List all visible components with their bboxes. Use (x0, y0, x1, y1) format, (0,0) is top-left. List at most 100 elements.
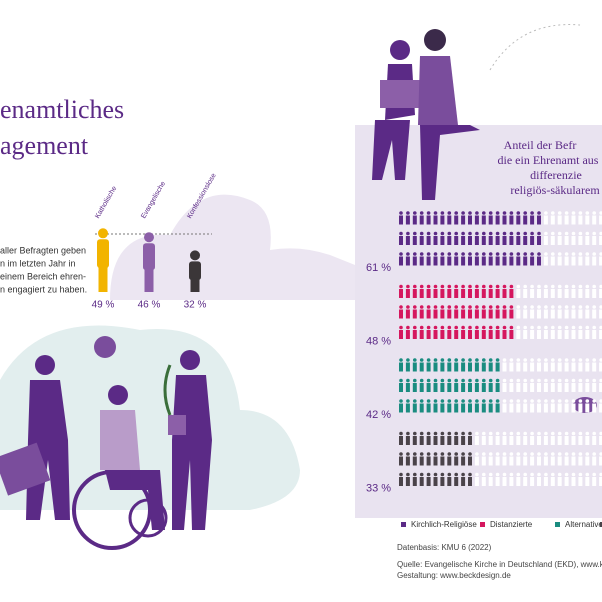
icon-body (502, 236, 507, 245)
icon-body (550, 456, 555, 466)
icon-head (551, 252, 555, 256)
icon-body (516, 289, 521, 298)
icon-body (433, 309, 438, 319)
icon-head (509, 325, 514, 330)
icon-body (578, 383, 583, 392)
icon-body (571, 289, 576, 298)
icon-body (571, 309, 576, 319)
icon-body (564, 236, 569, 245)
icon-head (544, 231, 548, 236)
icon-head (592, 231, 596, 236)
icon-head (564, 472, 569, 477)
icon-body (557, 256, 562, 266)
icon-body (495, 456, 500, 466)
icon-head (551, 358, 555, 362)
icon-body (578, 289, 583, 298)
icon-head (495, 452, 500, 456)
icon-head (482, 431, 486, 436)
icon-head (592, 325, 596, 330)
icon-head (454, 252, 459, 256)
icon-head (461, 252, 465, 256)
icon-body (537, 403, 541, 413)
icon-head (426, 472, 431, 477)
icon-head (482, 211, 486, 215)
icon-body (419, 289, 424, 298)
icon-body (419, 436, 424, 445)
icon-body (509, 289, 514, 298)
icon-head (406, 399, 410, 403)
icon-head (399, 284, 403, 289)
icon-body (516, 456, 521, 466)
icon-body (440, 456, 445, 466)
icon-head (571, 452, 576, 456)
icon-head (447, 231, 452, 236)
icon-body (433, 330, 438, 339)
pictogram-group (399, 431, 602, 486)
icon-body (599, 256, 602, 266)
icon-head (592, 284, 596, 289)
icon-body (530, 256, 535, 266)
icon-head (495, 211, 500, 215)
icon-head (454, 231, 459, 236)
icon-body (481, 236, 486, 245)
icon-body (474, 215, 479, 225)
icon-head (571, 431, 576, 436)
icon-body (523, 330, 528, 339)
icon-body (585, 289, 590, 298)
category-label: Evangelische (140, 180, 167, 220)
icon-head (509, 284, 514, 289)
icon-body (585, 256, 590, 266)
icon-body (502, 436, 507, 445)
icon-head (564, 325, 569, 330)
icon-head (419, 378, 424, 383)
icon-body (405, 403, 410, 413)
icon-head (454, 305, 459, 309)
icon-head (419, 305, 424, 309)
intro-text: n engagiert zu haben. (0, 284, 87, 294)
icon-body (454, 477, 459, 486)
icon-head (585, 284, 590, 289)
icon-head (530, 431, 534, 436)
icon-body (502, 289, 507, 298)
icon-head (502, 325, 507, 330)
icon-head (578, 472, 583, 477)
icon-body (516, 330, 521, 339)
icon-head (426, 211, 431, 215)
icon-body (495, 403, 500, 413)
icon-body (488, 215, 493, 225)
icon-head (399, 358, 403, 362)
icon-body (578, 215, 583, 225)
icon-head (399, 378, 403, 383)
icon-head (495, 284, 500, 289)
icon-body (557, 330, 562, 339)
icon-body (523, 477, 528, 486)
icon-head (516, 358, 521, 362)
icon-body (537, 383, 541, 392)
icon-head (537, 358, 541, 362)
icon-body (461, 456, 466, 466)
icon-head (475, 431, 479, 436)
icon-body (412, 289, 417, 298)
icon-body (585, 236, 590, 245)
icon-head (406, 305, 410, 309)
icon-head (419, 358, 424, 362)
icon-head (599, 358, 602, 362)
icon-body (530, 403, 535, 413)
icon-head (419, 211, 424, 215)
icon-head (461, 325, 465, 330)
icon-head (537, 252, 541, 256)
icon-head (599, 399, 602, 403)
icon-head (516, 399, 521, 403)
icon-head (426, 378, 431, 383)
icon-body (468, 215, 472, 225)
icon-head (537, 399, 541, 403)
icon-body (412, 362, 417, 372)
icon-body (537, 309, 541, 319)
icon-body (502, 456, 507, 466)
icon-body (399, 403, 403, 413)
icon-body (461, 256, 466, 266)
icon-body (502, 362, 507, 372)
icon-body (530, 362, 535, 372)
icon-head (571, 399, 576, 403)
icon-body (543, 383, 548, 392)
